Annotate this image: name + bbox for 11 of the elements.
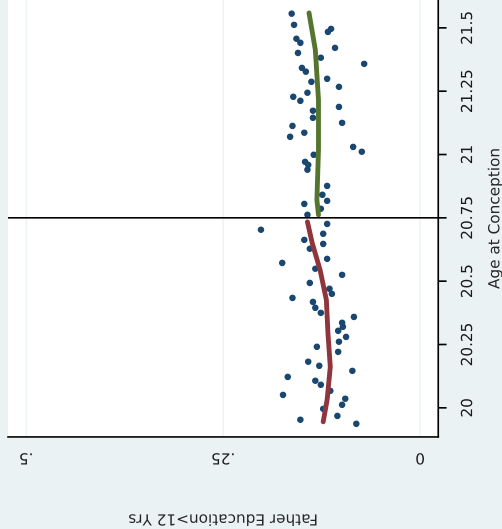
y-tick-label: 21.25 — [460, 70, 472, 112]
y-tick-label: 20.5 — [460, 265, 472, 298]
y-tick-label: 20 — [460, 399, 472, 416]
x-tick-label: .5 — [20, 453, 32, 464]
y-tick-label: 20.25 — [460, 324, 472, 366]
y-tick-label: 21.5 — [460, 12, 472, 44]
y-tick-label: 21 — [460, 146, 472, 164]
x-tick-label: 0 — [416, 453, 424, 465]
x-tick-label: .25 — [212, 453, 234, 465]
x-axis-title: Father Education>12 Yrs — [129, 514, 316, 526]
y-tick-label: 20.75 — [460, 197, 472, 239]
